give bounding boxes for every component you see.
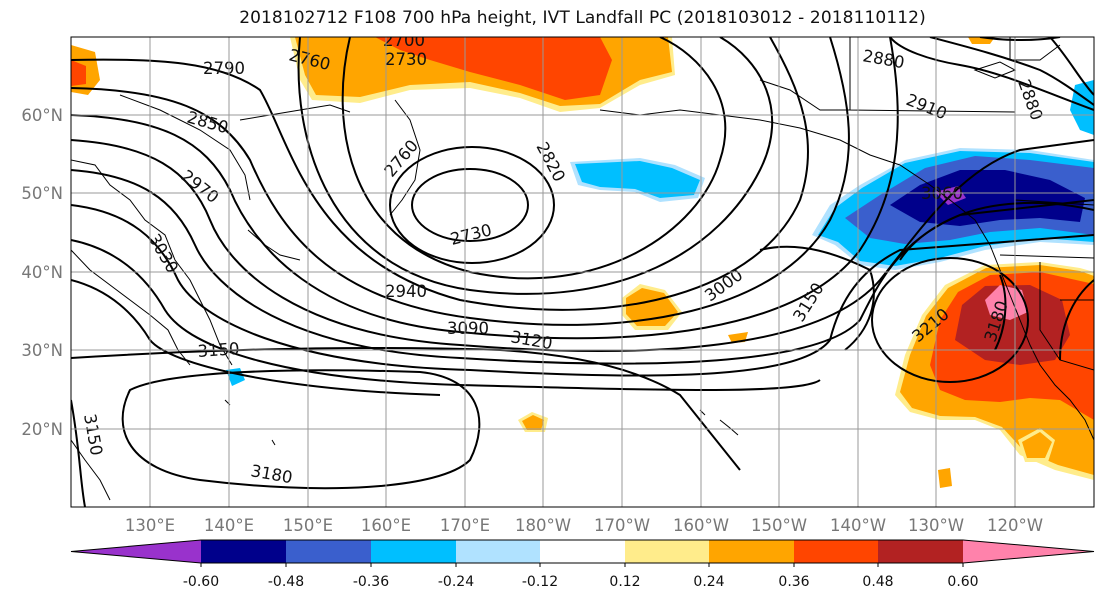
- colorbar-tick-label: 0.24: [693, 574, 724, 590]
- contour-label: 3090: [447, 319, 489, 338]
- longitude-label: 140°W: [830, 516, 886, 535]
- contour-label: 2940: [385, 282, 427, 301]
- colorbar-segment: [286, 540, 371, 563]
- colorbar-segment: [625, 540, 709, 563]
- latitude-label: 30°N: [21, 341, 63, 360]
- longitude-label: 150°W: [751, 516, 807, 535]
- latitude-label: 50°N: [21, 184, 63, 203]
- latitude-label: 60°N: [21, 106, 63, 125]
- contour-label: 2790: [203, 59, 245, 78]
- longitude-label: 170°E: [440, 516, 490, 535]
- longitude-label: 170°W: [594, 516, 650, 535]
- colorbar-extend-high: [963, 540, 1094, 563]
- colorbar-extend-low: [71, 540, 201, 563]
- longitude-label: 160°E: [361, 516, 411, 535]
- colorbar-tick-label: -0.60: [183, 574, 219, 590]
- positive-region-westcoast: [895, 262, 1094, 488]
- longitude-labels: 130°E 140°E 150°E 160°E 170°E 180°W 170°…: [125, 516, 1043, 535]
- contour-label: 2730: [448, 220, 493, 249]
- latitude-label: 20°N: [21, 420, 63, 439]
- contour-label: 2880: [861, 46, 906, 72]
- contour-label: 2820: [532, 139, 568, 185]
- longitude-label: 130°W: [908, 516, 964, 535]
- colorbar-tick-label: -0.24: [438, 574, 474, 590]
- contour-label: 3150: [80, 412, 106, 457]
- contour-label: 3150: [789, 279, 827, 325]
- latitude-label: 40°N: [21, 263, 63, 282]
- negative-region-northeast: [812, 80, 1094, 270]
- colorbar-tick-label: 0.12: [609, 574, 640, 590]
- colorbar-tick-label: 0.60: [947, 574, 978, 590]
- contour-label: 2700: [383, 31, 425, 50]
- contour-label: 2910: [904, 90, 950, 123]
- longitude-label: 140°E: [204, 516, 254, 535]
- height-contours: [71, 37, 1094, 507]
- colorbar-tick-label: 0.36: [778, 574, 809, 590]
- colorbar-segment: [456, 540, 540, 563]
- map-title: 2018102712 F108 700 hPa height, IVT Land…: [239, 8, 926, 28]
- longitude-label: 160°W: [673, 516, 729, 535]
- graticule: [71, 37, 1094, 507]
- colorbar-segment: [540, 540, 625, 563]
- negative-region-central: [570, 158, 705, 202]
- map-frame: [70, 36, 1095, 508]
- longitude-label: 130°E: [125, 516, 175, 535]
- contour-label: 2730: [385, 50, 427, 69]
- colorbar-segment: [878, 540, 963, 563]
- longitude-label: 120°W: [987, 516, 1043, 535]
- longitude-label: 150°E: [283, 516, 333, 535]
- contour-label: 2850: [185, 108, 231, 138]
- colorbar-tick-labels: -0.60 -0.48 -0.36 -0.24 -0.12 0.12 0.24 …: [183, 574, 979, 590]
- colorbar-segment: [709, 540, 794, 563]
- colorbar-tick-label: -0.48: [268, 574, 304, 590]
- colorbar-segment: [201, 540, 286, 563]
- positive-region-north: [71, 37, 675, 112]
- longitude-label: 180°W: [515, 516, 571, 535]
- colorbar-tick-label: 0.48: [862, 574, 893, 590]
- contour-label: 3000: [701, 265, 746, 305]
- colorbar: [70, 539, 1095, 567]
- colorbar-segment: [371, 540, 456, 563]
- colorbar-segment: [794, 540, 878, 563]
- contour-label: 3180: [249, 461, 294, 487]
- contour-label: 2880: [1014, 77, 1046, 123]
- colorbar-tick-label: -0.12: [522, 574, 558, 590]
- latitude-labels: 60°N 50°N 40°N 30°N 20°N: [21, 106, 63, 439]
- colorbar-tick-label: -0.36: [353, 574, 389, 590]
